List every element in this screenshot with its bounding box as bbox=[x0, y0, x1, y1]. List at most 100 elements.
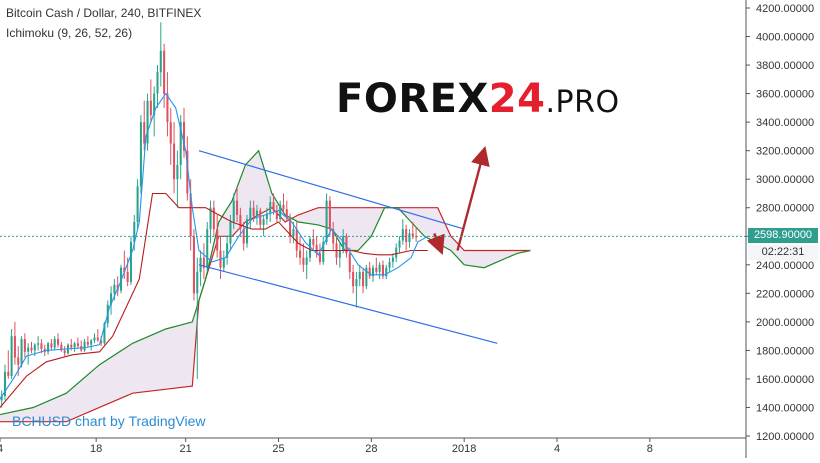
candle-body bbox=[179, 122, 182, 165]
candle-body bbox=[342, 236, 345, 251]
candle-body bbox=[408, 233, 411, 242]
chart-title: Bitcoin Cash / Dollar, 240, BITFINEX bbox=[6, 6, 202, 20]
candle-body bbox=[113, 284, 116, 294]
x-tick-label: 21 bbox=[180, 443, 192, 455]
candle-body bbox=[86, 341, 89, 345]
y-tick-label: 4200.00000 bbox=[756, 3, 814, 15]
candle-body bbox=[192, 236, 195, 294]
candle-body bbox=[196, 271, 199, 294]
candle-body bbox=[40, 343, 43, 349]
candle-body bbox=[226, 243, 229, 258]
attribution-link[interactable]: BCHUSD chart by TradingView bbox=[12, 413, 206, 429]
last-price-label: 2598.90000 bbox=[748, 228, 818, 243]
candle-body bbox=[375, 267, 378, 272]
candle-body bbox=[27, 347, 30, 352]
candle-body bbox=[103, 323, 106, 344]
candle-body bbox=[305, 257, 308, 265]
candle-body bbox=[381, 264, 384, 277]
candle-body bbox=[93, 337, 96, 341]
candle-body bbox=[30, 347, 33, 351]
candle-body bbox=[245, 219, 249, 244]
candle-body bbox=[0, 396, 3, 401]
candle-body bbox=[308, 239, 312, 258]
candle-body bbox=[166, 93, 169, 123]
candle-body bbox=[229, 222, 232, 244]
candle-body bbox=[395, 247, 398, 258]
candle-body bbox=[318, 253, 321, 262]
ichimoku-kijun bbox=[0, 192, 428, 408]
candle-body bbox=[265, 213, 268, 220]
candle-body bbox=[73, 343, 76, 348]
candle-body bbox=[292, 229, 295, 237]
y-tick-label: 1800.00000 bbox=[756, 345, 814, 357]
y-tick-label: 3400.00000 bbox=[756, 117, 814, 129]
candle-body bbox=[312, 239, 315, 245]
x-tick-label: 2018 bbox=[452, 443, 476, 455]
channel-lower-line bbox=[198, 264, 498, 344]
candle-body bbox=[269, 202, 272, 214]
candle-body bbox=[249, 207, 252, 220]
candle-body bbox=[17, 357, 20, 365]
candle-body bbox=[209, 207, 212, 230]
candle-body bbox=[182, 122, 186, 151]
candle-body bbox=[63, 350, 66, 354]
candle-body bbox=[159, 50, 162, 73]
y-tick-label: 3200.00000 bbox=[756, 146, 814, 158]
y-tick-label: 1600.00000 bbox=[756, 374, 814, 386]
candle-body bbox=[352, 271, 355, 287]
candle-body bbox=[10, 336, 13, 377]
candle-body bbox=[338, 250, 341, 258]
candle-body bbox=[411, 233, 414, 237]
y-tick-label: 4000.00000 bbox=[756, 32, 814, 44]
arrow-up-annotation bbox=[456, 146, 490, 251]
candle-body bbox=[33, 344, 36, 351]
candle-body bbox=[348, 253, 351, 272]
candle-body bbox=[325, 200, 328, 242]
x-tick-label: 25 bbox=[272, 443, 284, 455]
candle-body bbox=[302, 257, 305, 265]
candle-body bbox=[262, 219, 265, 225]
candle-body bbox=[202, 257, 205, 268]
candle-body bbox=[129, 241, 132, 282]
candle-body bbox=[149, 100, 152, 115]
candle-body bbox=[368, 267, 371, 277]
candle-body bbox=[96, 337, 99, 341]
candle-body bbox=[232, 200, 235, 222]
y-tick-label: 3800.00000 bbox=[756, 60, 814, 72]
candle-body bbox=[146, 100, 149, 144]
candle-body bbox=[123, 267, 126, 272]
y-tick-label: 3600.00000 bbox=[756, 89, 814, 101]
candle-body bbox=[289, 217, 292, 237]
candle-body bbox=[371, 267, 375, 277]
y-tick-label: 2200.00000 bbox=[756, 288, 814, 300]
candle-body bbox=[242, 229, 245, 244]
candle-body bbox=[173, 143, 176, 180]
candle-body bbox=[365, 267, 368, 287]
candle-body bbox=[328, 200, 331, 230]
candle-body bbox=[239, 214, 242, 230]
candle-body bbox=[216, 229, 219, 251]
candle-body bbox=[275, 210, 278, 220]
candle-body bbox=[222, 257, 225, 268]
candle-body bbox=[37, 343, 40, 345]
candle-body bbox=[398, 240, 401, 248]
candle-body bbox=[186, 150, 189, 194]
candle-body bbox=[153, 93, 156, 115]
candle-body bbox=[50, 343, 53, 348]
candle-body bbox=[7, 371, 10, 377]
candle-body bbox=[315, 244, 318, 254]
candle-body bbox=[378, 264, 381, 272]
y-tick-label: 2400.00000 bbox=[756, 260, 814, 272]
brand-logo: FOREX24.PRO bbox=[336, 76, 620, 122]
candle-body bbox=[3, 371, 7, 397]
candle-body bbox=[126, 271, 129, 282]
candle-body bbox=[362, 271, 365, 287]
channel-upper-line bbox=[198, 150, 465, 230]
brand-number: 24 bbox=[488, 76, 546, 122]
x-tick-label: 4 bbox=[0, 443, 3, 455]
ichimoku-span-a bbox=[0, 149, 531, 416]
candle-body bbox=[56, 338, 60, 345]
candle-body bbox=[76, 343, 79, 347]
